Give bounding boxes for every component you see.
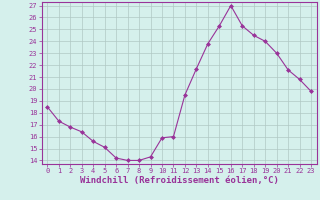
X-axis label: Windchill (Refroidissement éolien,°C): Windchill (Refroidissement éolien,°C) xyxy=(80,176,279,185)
